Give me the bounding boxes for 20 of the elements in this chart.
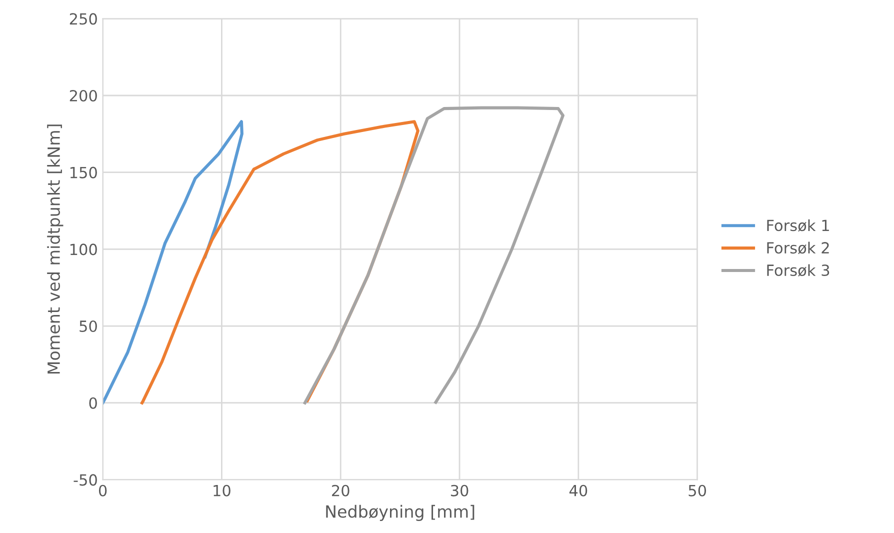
y-tick-label: 50 <box>80 320 97 332</box>
line-series <box>102 120 244 404</box>
y-tick-label: 100 <box>70 244 97 256</box>
y-tick-label: -50 <box>74 474 97 486</box>
line-series <box>303 106 564 404</box>
legend-label: Forsøk 2 <box>767 242 829 254</box>
x-tick-label: 0 <box>98 484 107 496</box>
x-axis-title: Nedbøyning [mm] <box>326 504 474 522</box>
y-axis-title: Moment ved midtpunkt [kNm] <box>47 124 64 374</box>
x-tick-label: 30 <box>450 484 468 496</box>
y-tick-label: 0 <box>89 397 97 409</box>
x-tick-label: 20 <box>332 484 350 496</box>
x-tick-label: 10 <box>214 484 230 496</box>
legend-label: Forsøk 1 <box>767 219 829 232</box>
y-tick-label: 150 <box>70 166 97 178</box>
x-tick-label: 50 <box>688 484 706 496</box>
x-tick-label: 40 <box>569 484 588 496</box>
y-tick-label: 250 <box>70 13 97 25</box>
y-tick-label: 200 <box>70 90 97 102</box>
legend-label: Forsøk 3 <box>767 264 830 277</box>
